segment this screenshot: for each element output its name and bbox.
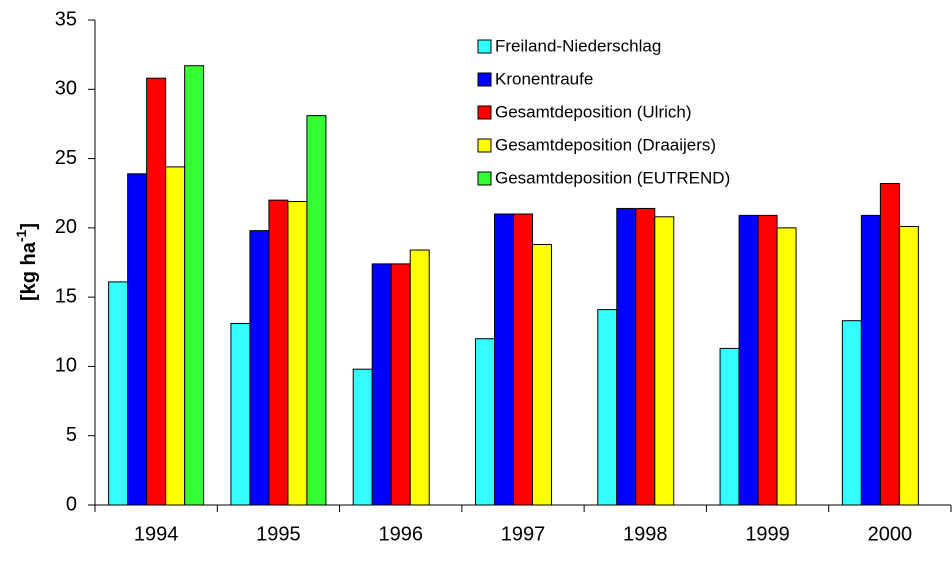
- legend-label: Kronentraufe: [495, 69, 593, 88]
- bar: [738, 214, 759, 506]
- x-tick-label: 1998: [623, 523, 668, 545]
- bar: [898, 225, 919, 506]
- bar: [409, 249, 430, 506]
- legend-swatch: [477, 72, 492, 87]
- legend-label: Freiland-Niederschlag: [495, 36, 661, 55]
- y-tick-label: 20: [55, 216, 77, 238]
- legend-swatch: [477, 105, 492, 120]
- bar: [597, 309, 618, 506]
- bar: [757, 214, 778, 506]
- bar: [352, 368, 373, 506]
- y-tick-label: 30: [55, 78, 77, 100]
- y-tick-label: 25: [55, 147, 77, 169]
- bar: [719, 347, 740, 506]
- bar: [860, 214, 881, 506]
- x-tick-label: 1997: [501, 523, 546, 545]
- legend-label: Gesamtdeposition (EUTREND): [495, 168, 730, 187]
- bar: [127, 173, 148, 506]
- bar: [165, 166, 186, 506]
- x-tick-label: 1994: [134, 523, 179, 545]
- y-label-text: [kg ha: [18, 241, 40, 301]
- y-tick-label: 0: [66, 493, 77, 515]
- bar: [776, 227, 797, 506]
- legend-swatch: [477, 39, 492, 54]
- bar: [513, 213, 533, 506]
- x-tick-label: 1999: [745, 523, 790, 545]
- legend-swatch: [477, 171, 492, 186]
- bar: [390, 263, 411, 506]
- bar: [249, 230, 270, 506]
- bar: [146, 77, 167, 506]
- bar: [306, 115, 327, 506]
- bar: [268, 199, 289, 506]
- bar: [654, 216, 675, 506]
- bar: [230, 322, 251, 506]
- legend-label: Gesamtdeposition (Ulrich): [495, 102, 692, 121]
- y-label-end: ]: [18, 223, 40, 230]
- x-tick-label: 1995: [256, 523, 301, 545]
- y-tick-label: 15: [55, 285, 77, 307]
- bar: [879, 183, 900, 506]
- y-tick-label: 35: [55, 8, 77, 30]
- x-tick-label: 1996: [378, 523, 423, 545]
- bar: [635, 207, 656, 506]
- bar: [494, 213, 514, 506]
- bar: [371, 263, 392, 506]
- legend-label: Gesamtdeposition (Draaijers): [495, 135, 716, 154]
- x-tick-label: 2000: [868, 523, 913, 545]
- y-tick-label: 10: [55, 355, 77, 377]
- bar: [475, 338, 495, 506]
- bar: [287, 201, 308, 506]
- y-label-sup: -1: [13, 229, 29, 242]
- bar: [532, 243, 552, 506]
- y-tick-label: 5: [66, 424, 77, 446]
- bar: [841, 320, 862, 506]
- bar: [108, 281, 129, 506]
- bar: [616, 207, 637, 506]
- y-axis-label: [kg ha-1]: [13, 223, 41, 301]
- bar: [184, 65, 205, 506]
- legend-swatch: [477, 138, 492, 153]
